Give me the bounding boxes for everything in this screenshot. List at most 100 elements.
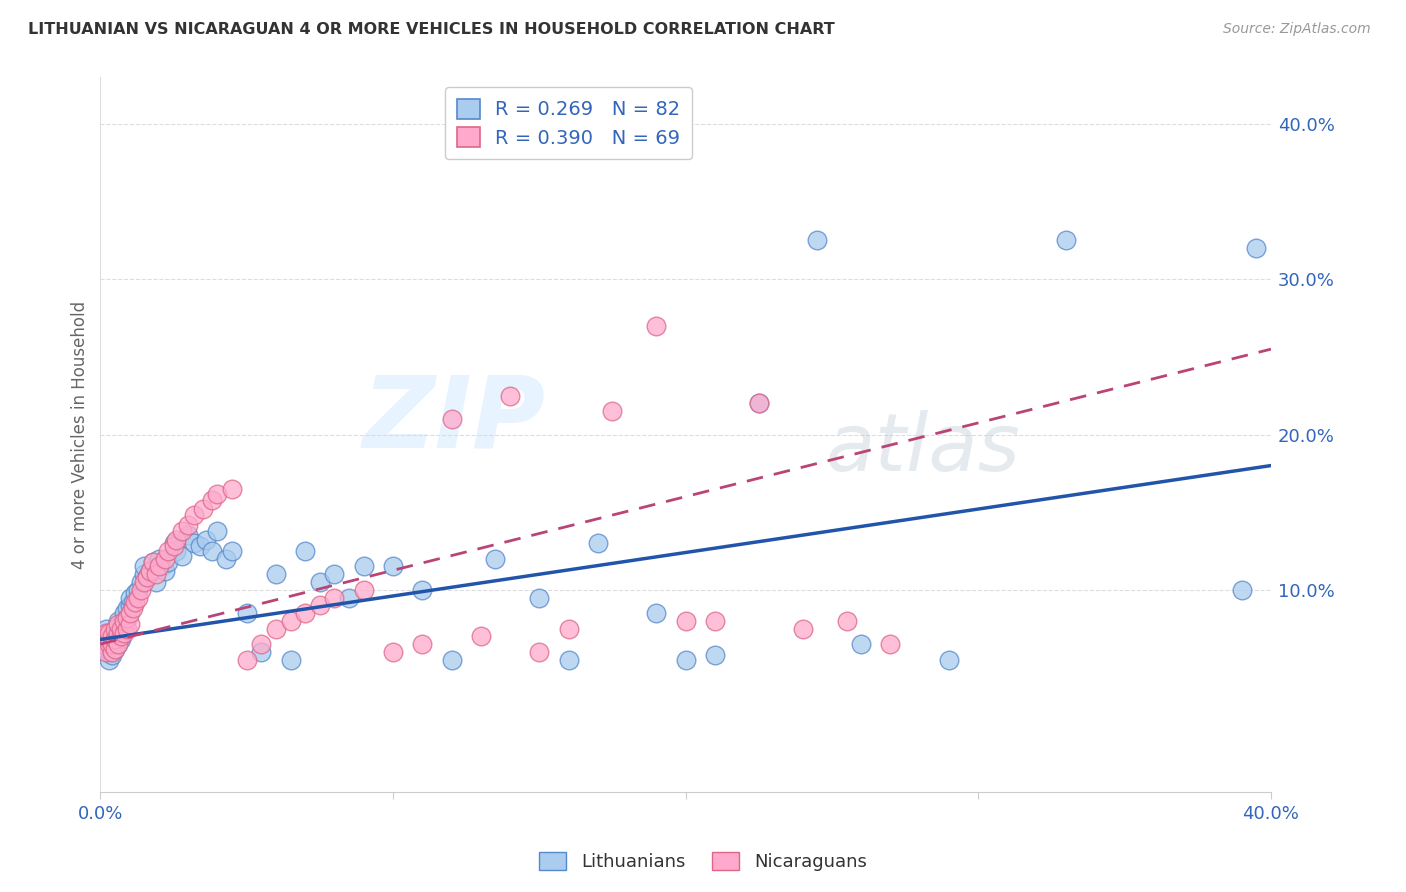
Point [107,622,129,636]
Point [165,544,187,558]
Point [586,536,609,550]
Point [280,614,302,628]
Point [792,622,814,636]
Point [235,606,257,620]
Point [172,549,194,563]
Point [308,599,330,613]
Point [127,591,149,605]
Point [440,412,463,426]
Point [150,559,173,574]
Point [124,586,146,600]
Point [101,645,124,659]
Point [200,544,222,558]
Point [440,652,463,666]
Point [121,601,143,615]
Point [806,234,828,248]
Point [98,634,121,648]
Point [101,629,124,643]
Point [323,567,346,582]
Point [879,637,901,651]
Point [91,637,114,651]
Point [470,629,492,643]
Point [107,637,129,651]
Point [110,629,132,643]
Text: ZIP: ZIP [363,372,546,468]
Point [112,626,135,640]
Point [107,626,129,640]
Point [98,626,121,640]
Point [104,622,127,636]
Point [645,318,668,333]
Point [96,626,118,640]
Point [98,652,121,666]
Point [148,559,170,574]
Point [675,614,697,628]
Point [162,539,184,553]
Point [98,629,121,643]
Point [165,533,187,547]
Point [264,567,287,582]
Point [91,632,114,647]
Point [748,396,770,410]
Point [529,645,551,659]
Point [115,622,138,636]
Point [134,559,156,574]
Point [294,544,316,558]
Point [96,645,118,659]
Point [142,555,165,569]
Point [602,404,624,418]
Point [101,648,124,662]
Point [1246,241,1268,255]
Point [353,582,375,597]
Point [235,652,257,666]
Text: atlas: atlas [827,409,1021,488]
Point [98,639,121,653]
Point [353,559,375,574]
Point [221,482,243,496]
Point [177,517,200,532]
Point [148,551,170,566]
Point [118,606,141,620]
Point [110,616,132,631]
Point [153,551,176,566]
Point [112,614,135,628]
Point [194,533,217,547]
Point [96,629,118,643]
Point [294,606,316,620]
Point [748,396,770,410]
Point [104,626,127,640]
Point [115,601,138,615]
Point [104,641,127,656]
Point [101,645,124,659]
Point [183,508,205,523]
Point [98,632,121,647]
Point [177,528,200,542]
Point [107,616,129,631]
Point [156,555,179,569]
Point [112,622,135,636]
Point [118,616,141,631]
Y-axis label: 4 or more Vehicles in Household: 4 or more Vehicles in Household [72,301,89,568]
Point [499,389,522,403]
Point [557,622,579,636]
Legend: Lithuanians, Nicaraguans: Lithuanians, Nicaraguans [531,845,875,879]
Point [139,564,162,578]
Point [207,486,229,500]
Point [112,614,135,628]
Point [96,629,118,643]
Point [835,614,858,628]
Point [107,629,129,643]
Point [107,614,129,628]
Text: LITHUANIAN VS NICARAGUAN 4 OR MORE VEHICLES IN HOUSEHOLD CORRELATION CHART: LITHUANIAN VS NICARAGUAN 4 OR MORE VEHIC… [28,22,835,37]
Point [142,555,165,569]
Point [91,632,114,647]
Point [337,591,360,605]
Point [131,582,153,597]
Point [104,641,127,656]
Point [98,637,121,651]
Point [382,645,405,659]
Point [250,637,273,651]
Point [112,606,135,620]
Point [139,564,162,578]
Point [645,606,668,620]
